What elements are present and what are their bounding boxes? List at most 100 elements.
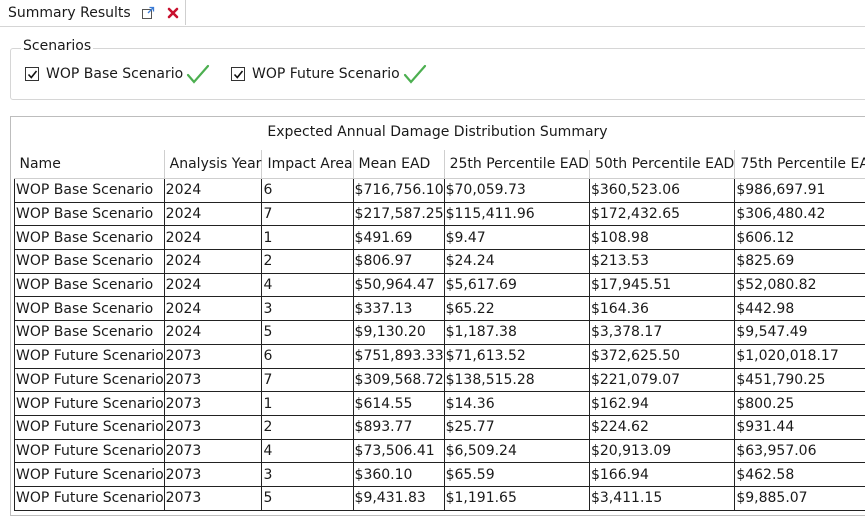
- column-header-analysis-year[interactable]: Analysis Year: [164, 150, 263, 179]
- cell-p25-ead[interactable]: $14.36: [443, 391, 590, 416]
- cell-mean-ead[interactable]: $309,568.72: [352, 367, 445, 393]
- cell-p50-ead[interactable]: $166.94: [588, 462, 736, 487]
- cell-name[interactable]: WOP Base Scenario: [14, 320, 165, 345]
- cell-impact-area[interactable]: 1: [261, 391, 354, 416]
- cell-p75-ead[interactable]: $9,547.49: [734, 320, 865, 345]
- popout-icon[interactable]: [141, 6, 155, 20]
- cell-analysis-year[interactable]: 2073: [163, 438, 263, 464]
- cell-analysis-year[interactable]: 2073: [163, 414, 263, 440]
- cell-name[interactable]: WOP Future Scenario: [14, 485, 165, 511]
- table-row[interactable]: WOP Future Scenario 2073 4 $73,506.41 $6,509…: [14, 438, 865, 464]
- cell-p50-ead[interactable]: $221,079.07: [588, 367, 736, 393]
- table-row[interactable]: WOP Base Scenario 2024 6 $716,756.10 $70,059…: [14, 178, 865, 203]
- cell-mean-ead[interactable]: $360.10: [352, 462, 445, 487]
- cell-mean-ead[interactable]: $9,130.20: [352, 320, 445, 345]
- table-row[interactable]: WOP Future Scenario 2073 7 $309,568.72 $138,…: [14, 367, 865, 393]
- cell-p75-ead[interactable]: $63,957.06: [734, 438, 865, 464]
- cell-p75-ead[interactable]: $931.44: [734, 414, 865, 440]
- cell-impact-area[interactable]: 7: [261, 367, 354, 393]
- scenario-checkbox-future[interactable]: WOP Future Scenario: [231, 63, 427, 85]
- cell-p25-ead[interactable]: $71,613.52: [443, 343, 590, 369]
- cell-mean-ead[interactable]: $751,893.33: [352, 343, 445, 369]
- cell-name[interactable]: WOP Future Scenario: [14, 462, 165, 487]
- cell-p25-ead[interactable]: $25.77: [443, 414, 590, 440]
- cell-p75-ead[interactable]: $462.58: [734, 462, 865, 487]
- cell-name[interactable]: WOP Base Scenario: [14, 249, 165, 274]
- cell-mean-ead[interactable]: $217,587.25: [352, 201, 445, 227]
- cell-p50-ead[interactable]: $372,625.50: [588, 343, 736, 369]
- cell-name[interactable]: WOP Future Scenario: [14, 438, 165, 464]
- close-icon[interactable]: [167, 7, 179, 19]
- cell-impact-area[interactable]: 1: [261, 225, 354, 251]
- cell-p25-ead[interactable]: $70,059.73: [443, 178, 590, 203]
- cell-impact-area[interactable]: 7: [261, 201, 354, 227]
- cell-name[interactable]: WOP Future Scenario: [14, 343, 165, 369]
- cell-analysis-year[interactable]: 2024: [163, 249, 263, 274]
- cell-analysis-year[interactable]: 2073: [163, 485, 263, 511]
- tab-summary-results[interactable]: Summary Results: [0, 0, 186, 25]
- cell-p50-ead[interactable]: $20,913.09: [588, 438, 736, 464]
- cell-name[interactable]: WOP Base Scenario: [14, 296, 165, 322]
- cell-p25-ead[interactable]: $65.22: [443, 296, 590, 322]
- table-row[interactable]: WOP Future Scenario 2073 2 $893.77 $25.77 $22…: [14, 414, 865, 440]
- cell-analysis-year[interactable]: 2024: [163, 178, 263, 203]
- cell-p75-ead[interactable]: $825.69: [734, 249, 865, 274]
- cell-mean-ead[interactable]: $491.69: [352, 225, 445, 251]
- cell-p50-ead[interactable]: $360,523.06: [588, 178, 736, 203]
- cell-mean-ead[interactable]: $50,964.47: [352, 272, 445, 298]
- cell-impact-area[interactable]: 3: [261, 296, 354, 322]
- table-row[interactable]: WOP Future Scenario 2073 3 $360.10 $65.59 $16…: [14, 462, 865, 487]
- cell-analysis-year[interactable]: 2024: [163, 272, 263, 298]
- cell-p75-ead[interactable]: $800.25: [734, 391, 865, 416]
- table-row[interactable]: WOP Future Scenario 2073 5 $9,431.83 $1,191.…: [14, 485, 865, 511]
- cell-impact-area[interactable]: 3: [261, 462, 354, 487]
- cell-p75-ead[interactable]: $1,020,018.17: [734, 343, 865, 369]
- cell-p75-ead[interactable]: $9,885.07: [734, 485, 865, 511]
- cell-p50-ead[interactable]: $213.53: [588, 249, 736, 274]
- cell-p25-ead[interactable]: $138,515.28: [443, 367, 590, 393]
- cell-p75-ead[interactable]: $52,080.82: [734, 272, 865, 298]
- column-header-25th-percentile[interactable]: 25th Percentile EAD: [444, 150, 590, 179]
- cell-impact-area[interactable]: 5: [261, 485, 354, 511]
- cell-mean-ead[interactable]: $9,431.83: [352, 485, 445, 511]
- cell-p50-ead[interactable]: $164.36: [588, 296, 736, 322]
- cell-p50-ead[interactable]: $172,432.65: [588, 201, 736, 227]
- cell-analysis-year[interactable]: 2024: [163, 201, 263, 227]
- cell-impact-area[interactable]: 6: [261, 343, 354, 369]
- cell-analysis-year[interactable]: 2073: [163, 367, 263, 393]
- cell-p25-ead[interactable]: $24.24: [443, 249, 590, 274]
- cell-p25-ead[interactable]: $9.47: [443, 225, 590, 251]
- cell-name[interactable]: WOP Base Scenario: [14, 225, 165, 251]
- cell-analysis-year[interactable]: 2073: [163, 391, 263, 416]
- cell-p25-ead[interactable]: $65.59: [443, 462, 590, 487]
- cell-mean-ead[interactable]: $73,506.41: [352, 438, 445, 464]
- cell-mean-ead[interactable]: $806.97: [352, 249, 445, 274]
- cell-p50-ead[interactable]: $162.94: [588, 391, 736, 416]
- cell-impact-area[interactable]: 6: [261, 178, 354, 203]
- column-header-75th-percentile[interactable]: 75th Percentile EAD: [734, 150, 865, 179]
- cell-p50-ead[interactable]: $17,945.51: [588, 272, 736, 298]
- column-header-50th-percentile[interactable]: 50th Percentile EAD: [589, 150, 736, 179]
- table-row[interactable]: WOP Future Scenario 2073 6 $751,893.33 $71,6…: [14, 343, 865, 369]
- cell-impact-area[interactable]: 5: [261, 320, 354, 345]
- cell-mean-ead[interactable]: $337.13: [352, 296, 445, 322]
- cell-analysis-year[interactable]: 2024: [163, 320, 263, 345]
- cell-analysis-year[interactable]: 2073: [163, 343, 263, 369]
- cell-p25-ead[interactable]: $5,617.69: [443, 272, 590, 298]
- checkbox[interactable]: [25, 67, 39, 81]
- cell-impact-area[interactable]: 4: [261, 438, 354, 464]
- cell-p50-ead[interactable]: $108.98: [588, 225, 736, 251]
- cell-analysis-year[interactable]: 2024: [163, 225, 263, 251]
- column-header-mean-ead[interactable]: Mean EAD: [353, 150, 445, 179]
- table-row[interactable]: WOP Base Scenario 2024 4 $50,964.47 $5,617.6…: [14, 272, 865, 298]
- table-row[interactable]: WOP Base Scenario 2024 7 $217,587.25 $115,41…: [14, 201, 865, 227]
- table-row[interactable]: WOP Base Scenario 2024 3 $337.13 $65.22 $164.…: [14, 296, 865, 322]
- table-row[interactable]: WOP Base Scenario 2024 5 $9,130.20 $1,187.38…: [14, 320, 865, 345]
- cell-mean-ead[interactable]: $893.77: [352, 414, 445, 440]
- cell-name[interactable]: WOP Base Scenario: [14, 272, 165, 298]
- cell-p75-ead[interactable]: $442.98: [734, 296, 865, 322]
- cell-name[interactable]: WOP Base Scenario: [14, 201, 165, 227]
- table-row[interactable]: WOP Future Scenario 2073 1 $614.55 $14.36 $16…: [14, 391, 865, 416]
- cell-name[interactable]: WOP Future Scenario: [14, 414, 165, 440]
- cell-p75-ead[interactable]: $451,790.25: [734, 367, 865, 393]
